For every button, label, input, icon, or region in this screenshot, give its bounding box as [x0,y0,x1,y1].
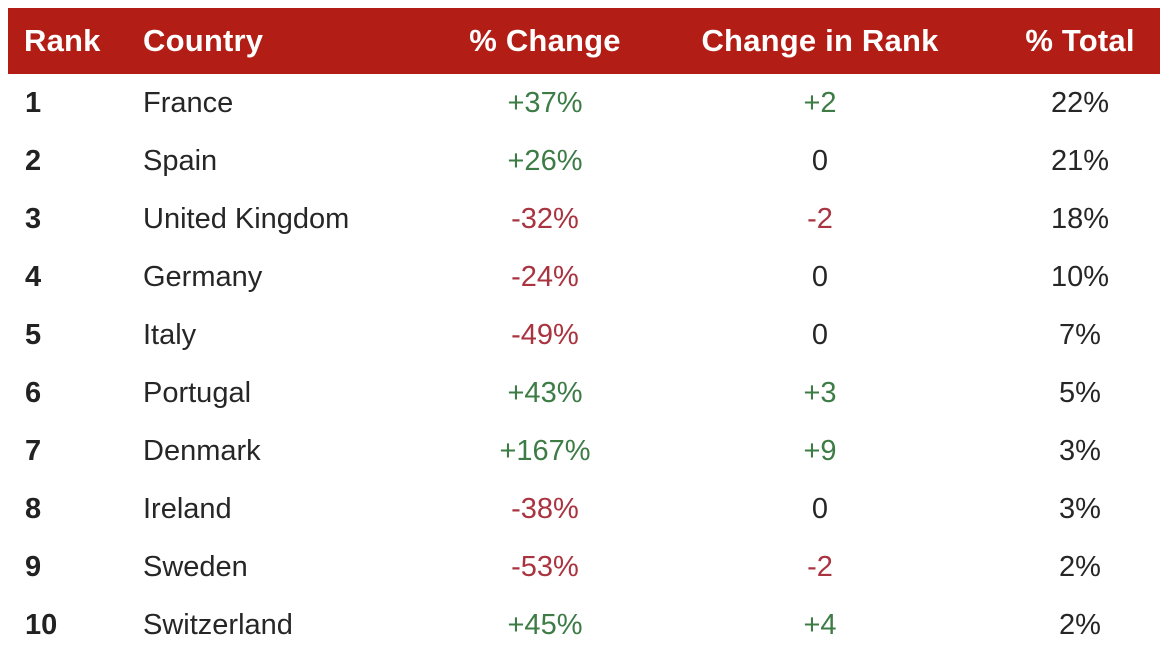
rank-cell: 3 [25,202,42,235]
change-in-rank-cell: -2 [807,202,833,235]
table-row: 2 Spain +26% 0 21% [8,132,1160,190]
pct-total-cell: 3% [1059,492,1101,525]
rank-cell: 1 [25,86,42,119]
pct-change-cell: -38% [511,492,579,525]
country-cell: France [143,86,234,119]
country-cell: Spain [143,144,218,177]
country-cell: United Kingdom [143,202,350,235]
change-in-rank-cell: +4 [803,608,837,641]
rank-cell: 2 [25,144,42,177]
table-row: 4 Germany -24% 0 10% [8,248,1160,306]
table-row: 7 Denmark +167% +9 3% [8,422,1160,480]
country-cell: Switzerland [143,608,293,641]
change-in-rank-cell: 0 [811,260,829,293]
pct-change-cell: -49% [511,318,579,351]
country-cell: Portugal [143,376,252,409]
pct-total-cell: 22% [1050,86,1110,119]
rank-cell: 10 [25,608,58,641]
rank-cell: 4 [25,260,42,293]
table-row: 1 France +37% +2 22% [8,74,1160,132]
pct-change-cell: -53% [511,550,579,583]
country-cell: Ireland [143,492,232,525]
pct-total-cell: 2% [1059,550,1101,583]
pct-change-cell: -32% [511,202,579,235]
change-in-rank-cell: 0 [811,318,829,351]
pct-change-cell: +37% [507,86,583,119]
table-row: 6 Portugal +43% +3 5% [8,364,1160,422]
rank-cell: 5 [25,318,42,351]
table-row: 3 United Kingdom -32% -2 18% [8,190,1160,248]
table-row: 8 Ireland -38% 0 3% [8,480,1160,538]
header-country: Country [128,8,450,74]
rank-cell: 7 [25,434,42,467]
country-cell: Italy [143,318,197,351]
pct-change-cell: +43% [507,376,583,409]
pct-total-cell: 18% [1050,202,1110,235]
pct-total-cell: 10% [1050,260,1110,293]
pct-total-cell: 2% [1059,608,1101,641]
change-in-rank-cell: 0 [811,144,829,177]
rank-cell: 9 [25,550,42,583]
change-in-rank-cell: +2 [803,86,837,119]
pct-total-cell: 3% [1059,434,1101,467]
pct-change-cell: -24% [511,260,579,293]
change-in-rank-cell: -2 [807,550,833,583]
header-change-in-rank: Change in Rank [640,8,1000,74]
table-row: 10 Switzerland +45% +4 2% [8,596,1160,654]
country-cell: Sweden [143,550,248,583]
rank-cell: 8 [25,492,42,525]
country-cell: Denmark [143,434,261,467]
table-row: 5 Italy -49% 0 7% [8,306,1160,364]
change-in-rank-cell: +9 [803,434,837,467]
header-pct-total: % Total [1000,8,1160,74]
pct-change-cell: +167% [499,434,591,467]
country-cell: Germany [143,260,263,293]
pct-total-cell: 7% [1059,318,1101,351]
rank-cell: 6 [25,376,42,409]
pct-change-cell: +45% [507,608,583,641]
table-row: 9 Sweden -53% -2 2% [8,538,1160,596]
pct-total-cell: 5% [1059,376,1101,409]
change-in-rank-cell: +3 [803,376,837,409]
table-header-row: Rank Country % Change Change in Rank % T… [8,8,1160,74]
header-rank: Rank [8,8,128,74]
pct-change-cell: +26% [507,144,583,177]
change-in-rank-cell: 0 [811,492,829,525]
country-rank-table: Rank Country % Change Change in Rank % T… [8,8,1160,654]
pct-total-cell: 21% [1050,144,1110,177]
header-pct-change: % Change [450,8,640,74]
